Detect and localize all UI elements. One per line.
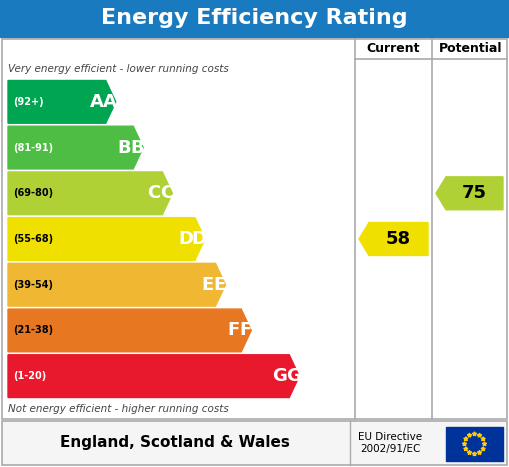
Text: (21-38): (21-38) [13,325,53,335]
Text: B: B [130,139,144,156]
Polygon shape [477,451,482,454]
Polygon shape [8,126,143,169]
Polygon shape [483,442,487,446]
Text: (39-54): (39-54) [13,280,53,290]
Polygon shape [462,442,467,446]
Text: Current: Current [367,42,420,55]
Polygon shape [8,263,225,306]
Text: 58: 58 [386,230,411,248]
Text: D: D [191,230,207,248]
Polygon shape [8,355,299,397]
Text: (55-68): (55-68) [13,234,53,244]
Text: C: C [160,184,173,202]
Text: (92+): (92+) [13,97,44,107]
Polygon shape [467,433,472,437]
Polygon shape [436,177,503,210]
Polygon shape [8,80,116,123]
Polygon shape [481,447,485,451]
Text: E: E [213,276,225,294]
Bar [0,0,509,37]
Bar [2,39,507,419]
Text: A: A [90,93,104,111]
Polygon shape [467,451,472,454]
Text: C: C [147,184,160,202]
Text: F: F [227,321,239,340]
Text: Not energy efficient - higher running costs: Not energy efficient - higher running co… [8,404,229,414]
Text: Potential: Potential [439,42,502,55]
Polygon shape [464,437,468,441]
Text: Very energy efficient - lower running costs: Very energy efficient - lower running co… [8,64,229,74]
Polygon shape [477,433,482,437]
Text: B: B [118,139,131,156]
Text: (81-91): (81-91) [13,142,53,153]
Bar [446,427,503,461]
Text: (69-80): (69-80) [13,188,53,198]
Polygon shape [481,437,485,441]
Bar [2,421,507,465]
Polygon shape [472,432,476,436]
Polygon shape [8,172,173,215]
Text: D: D [178,230,193,248]
Polygon shape [359,223,428,255]
Text: Energy Efficiency Rating: Energy Efficiency Rating [101,8,408,28]
Text: England, Scotland & Wales: England, Scotland & Wales [60,436,290,451]
Text: F: F [239,321,251,340]
Text: 75: 75 [462,184,487,202]
Text: G: G [286,367,301,385]
Polygon shape [8,309,251,352]
Text: EU Directive
2002/91/EC: EU Directive 2002/91/EC [358,432,422,454]
Polygon shape [472,452,476,456]
Text: E: E [201,276,213,294]
Text: (1-20): (1-20) [13,371,46,381]
Polygon shape [8,218,205,261]
Polygon shape [464,447,468,451]
Text: A: A [103,93,117,111]
Text: G: G [272,367,287,385]
